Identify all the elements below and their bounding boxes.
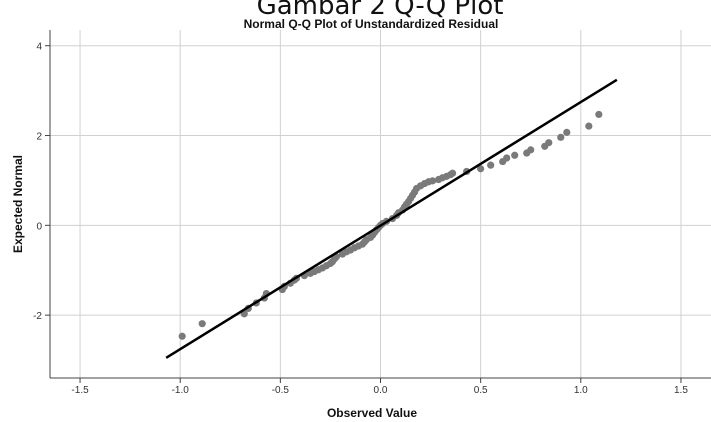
figure-caption: Gambar 2 Q-Q Plot (257, 0, 504, 21)
y-axis-ticks: -2 0 2 4 (33, 42, 50, 322)
y-tick-label: 4 (36, 42, 42, 53)
data-point (428, 177, 437, 185)
reference-line (165, 78, 618, 359)
x-tick-label: 0.5 (474, 385, 488, 396)
x-tick-label: -0.5 (272, 385, 290, 396)
x-tick-label: -1.5 (71, 385, 89, 396)
x-axis-title: Observed Value (327, 406, 417, 420)
x-tick-label: 1.0 (574, 385, 588, 396)
data-point (477, 165, 485, 173)
x-tick-label: 1.5 (674, 385, 688, 396)
data-point (487, 161, 495, 169)
chart-title: Normal Q-Q Plot of Unstandardized Residu… (244, 17, 499, 31)
y-tick-label: -2 (33, 311, 42, 322)
data-point (527, 146, 535, 154)
y-axis-title: Expected Normal (11, 155, 25, 253)
data-point (511, 151, 519, 159)
x-tick-label: -1.0 (172, 385, 190, 396)
data-point (563, 128, 571, 136)
y-tick-label: 0 (36, 221, 42, 232)
data-points (178, 110, 603, 340)
x-axis-ticks: -1.5 -1.0 -0.5 0.0 0.5 1.0 1.5 (71, 378, 688, 396)
data-point (545, 139, 553, 147)
data-point (585, 122, 593, 130)
data-point (595, 110, 603, 119)
data-point (449, 169, 457, 177)
data-point (503, 154, 511, 162)
x-tick-label: 0.0 (374, 385, 388, 396)
data-point (198, 320, 206, 328)
data-point (557, 133, 565, 141)
data-point (178, 332, 186, 340)
y-tick-label: 2 (36, 132, 42, 143)
